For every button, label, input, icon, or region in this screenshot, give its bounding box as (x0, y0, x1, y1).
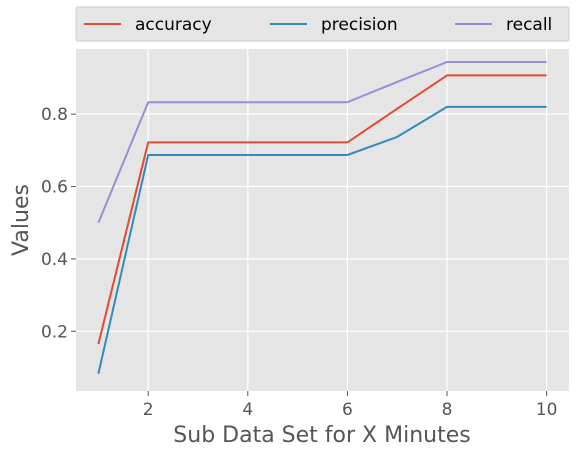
y-axis-ticks: 0.2 0.4 0.6 0.8 (41, 105, 76, 342)
legend: accuracy precision recall (75, 6, 570, 42)
series-line-recall (97, 61, 547, 224)
x-tick-label: 4 (242, 400, 253, 420)
x-tick-label: 10 (536, 400, 558, 420)
series-line-accuracy (97, 74, 547, 345)
grid (76, 49, 569, 391)
legend-label-precision: precision (321, 15, 398, 35)
y-tick-label: 0.6 (41, 178, 68, 198)
y-axis-label: Values (9, 184, 34, 256)
y-tick-label: 0.4 (41, 250, 68, 270)
series-line-precision (97, 105, 547, 374)
y-tick-label: 0.2 (41, 322, 68, 342)
plot-area-background (76, 49, 569, 391)
legend-box (75, 6, 570, 42)
x-axis-label: Sub Data Set for X Minutes (173, 423, 470, 448)
series-lines (97, 61, 547, 374)
x-axis-ticks: 2 4 6 8 10 (143, 391, 558, 420)
legend-label-recall: recall (506, 15, 552, 35)
x-tick-label: 2 (143, 400, 154, 420)
legend-label-accuracy: accuracy (135, 15, 212, 35)
x-tick-label: 6 (342, 400, 353, 420)
x-tick-label: 8 (442, 400, 453, 420)
y-tick-label: 0.8 (41, 105, 68, 125)
legend-items: accuracy precision recall (84, 15, 552, 35)
